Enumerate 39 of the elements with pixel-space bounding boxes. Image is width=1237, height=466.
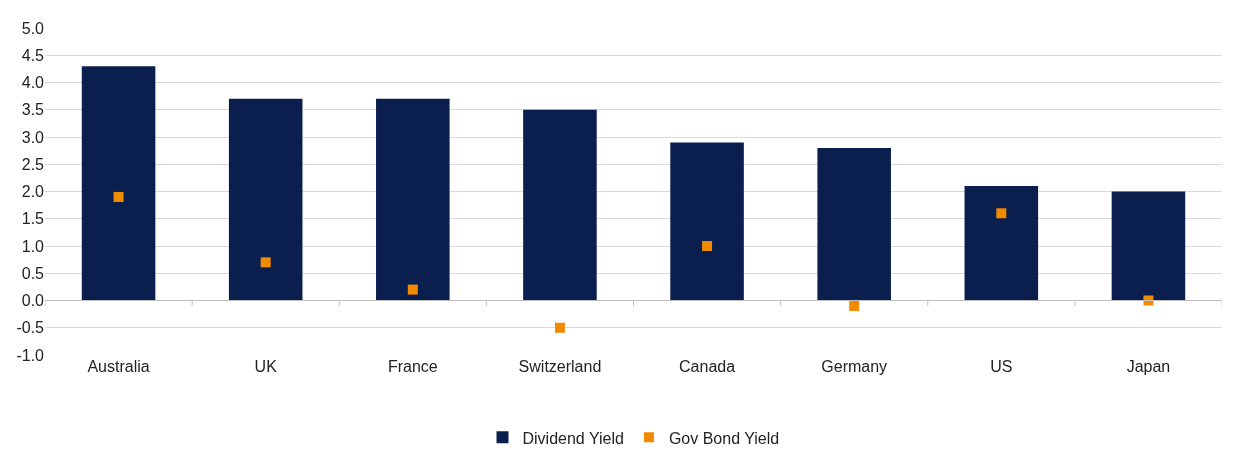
y-tick-label: -1.0 [16,346,45,364]
legend-label: Gov Bond Yield [668,429,780,447]
x-tick-label: UK [254,358,278,375]
bar [228,98,303,301]
y-tick-label: 3.5 [21,101,45,119]
point [113,191,124,202]
point [702,241,713,251]
x-tick-label: Australia [87,358,150,375]
legend-label: Dividend Yield [522,429,624,447]
bar [670,142,744,301]
y-tick-label: 4.5 [21,46,45,64]
point [1143,295,1154,306]
x-tick-label: Germany [821,358,888,375]
y-tick-label: -0.5 [16,319,45,337]
y-tick-label: 5.0 [21,19,45,37]
bar [376,98,450,301]
x-tick-label: France [387,358,438,375]
point [407,284,418,295]
y-tick-label: 3.0 [21,128,45,146]
x-tick-label: US [990,358,1013,375]
y-tick-label: 2.0 [21,183,45,201]
y-tick-label: 1.0 [21,237,45,255]
bar [964,186,1039,301]
bar [1111,191,1186,301]
y-tick-label: 4.0 [21,74,45,92]
point [996,208,1007,219]
x-tick-label: Canada [679,358,736,375]
y-tick-label: 2.5 [21,155,45,173]
point [260,257,271,268]
point [849,300,860,311]
bar [817,147,891,301]
y-tick-label: 1.5 [21,210,45,228]
y-tick-label: 0.0 [21,292,45,310]
point [554,322,565,333]
x-tick-label: Japan [1126,358,1171,375]
bar [523,109,597,301]
y-tick-label: 0.5 [21,264,45,282]
x-tick-label: Switzerland [518,358,602,375]
bar [81,66,156,301]
